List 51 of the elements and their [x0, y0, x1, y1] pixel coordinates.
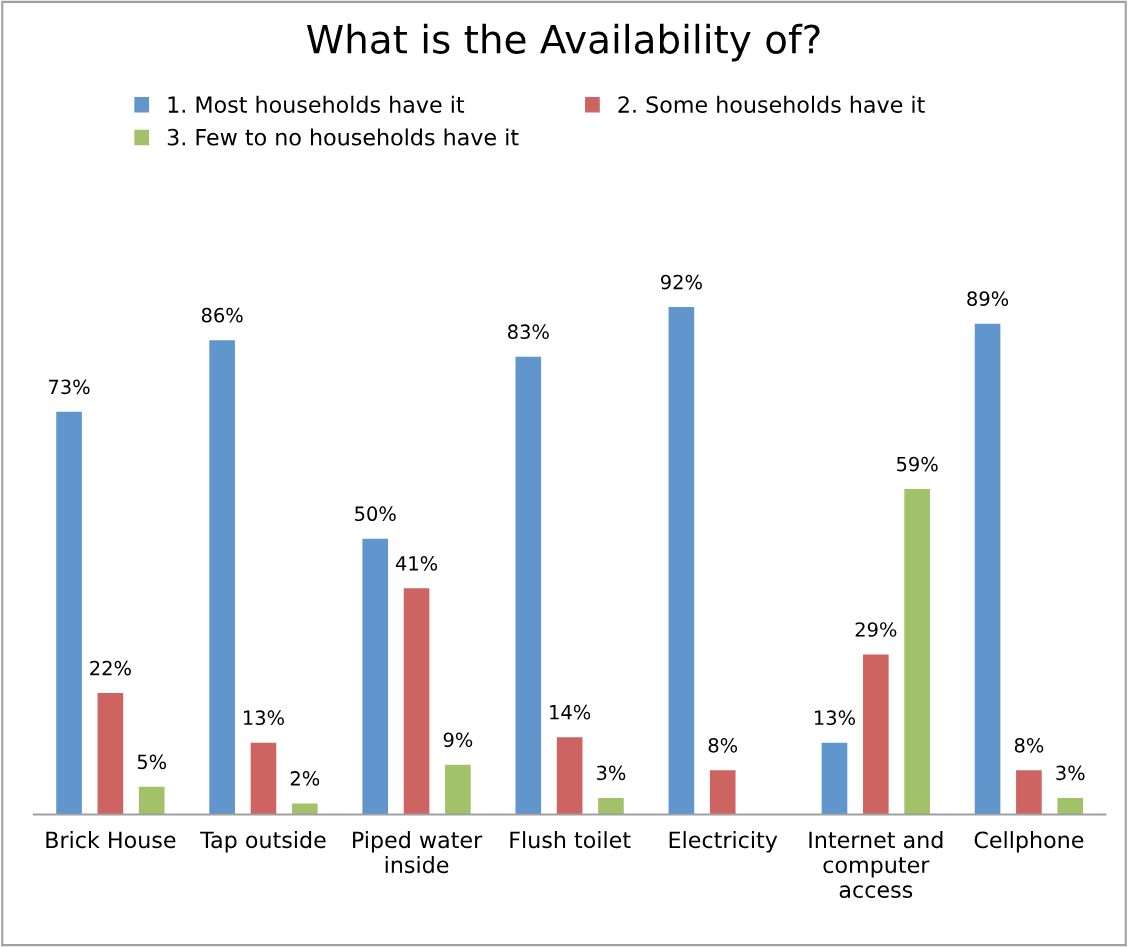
data-label: 83%	[508, 324, 549, 340]
bar	[598, 797, 624, 815]
data-label: 13%	[244, 710, 284, 726]
bar	[291, 803, 318, 815]
data-label: 89%	[967, 291, 1009, 306]
bar	[209, 340, 235, 815]
legend-label: 3. Few to no households have it	[167, 128, 519, 146]
bar	[250, 742, 277, 815]
data-label: 3%	[597, 765, 626, 781]
data-label: 8%	[708, 737, 738, 753]
chart-title: What is the Availability of?	[307, 23, 820, 62]
data-label: 3%	[1056, 765, 1085, 781]
x-tick-label: Electricity	[669, 831, 778, 853]
x-tick-label: Cellphone	[974, 831, 1084, 853]
data-label: 50%	[355, 506, 396, 522]
bar	[709, 770, 736, 815]
data-label: 41%	[395, 555, 438, 571]
data-label: 73%	[49, 379, 90, 395]
bar	[97, 693, 124, 815]
data-label: 2%	[290, 771, 320, 786]
bar	[445, 764, 471, 815]
x-tick-label: Internet and computer access	[809, 831, 943, 899]
data-label: 86%	[201, 307, 243, 323]
x-tick-label: Brick House	[46, 831, 176, 849]
data-label: 13%	[815, 710, 856, 726]
bar	[56, 411, 82, 815]
bar	[974, 323, 1001, 815]
bar	[821, 742, 848, 815]
bar	[1016, 770, 1042, 815]
bar	[362, 538, 389, 815]
data-label: 29%	[855, 622, 897, 637]
bar	[1057, 797, 1084, 815]
bar	[556, 737, 583, 815]
data-label: 22%	[90, 660, 131, 676]
bar	[515, 356, 542, 815]
data-label: 59%	[897, 456, 938, 472]
bar	[138, 786, 165, 815]
bar	[863, 654, 889, 815]
data-label: 8%	[1014, 737, 1044, 753]
legend-label: 1. Most households have it	[168, 95, 465, 113]
legend-label: 2. Some households have it	[618, 95, 925, 113]
x-tick-label: Piped water inside	[353, 831, 483, 874]
data-label: 14%	[550, 704, 591, 720]
x-tick-label: Flush toilet	[510, 831, 631, 849]
bar	[668, 307, 695, 815]
x-tick-label: Tap outside	[200, 831, 326, 853]
data-label: 9%	[443, 732, 473, 748]
bar	[904, 489, 930, 815]
data-label: 92%	[661, 274, 702, 290]
bar	[403, 588, 430, 815]
data-label: 5%	[137, 754, 167, 770]
